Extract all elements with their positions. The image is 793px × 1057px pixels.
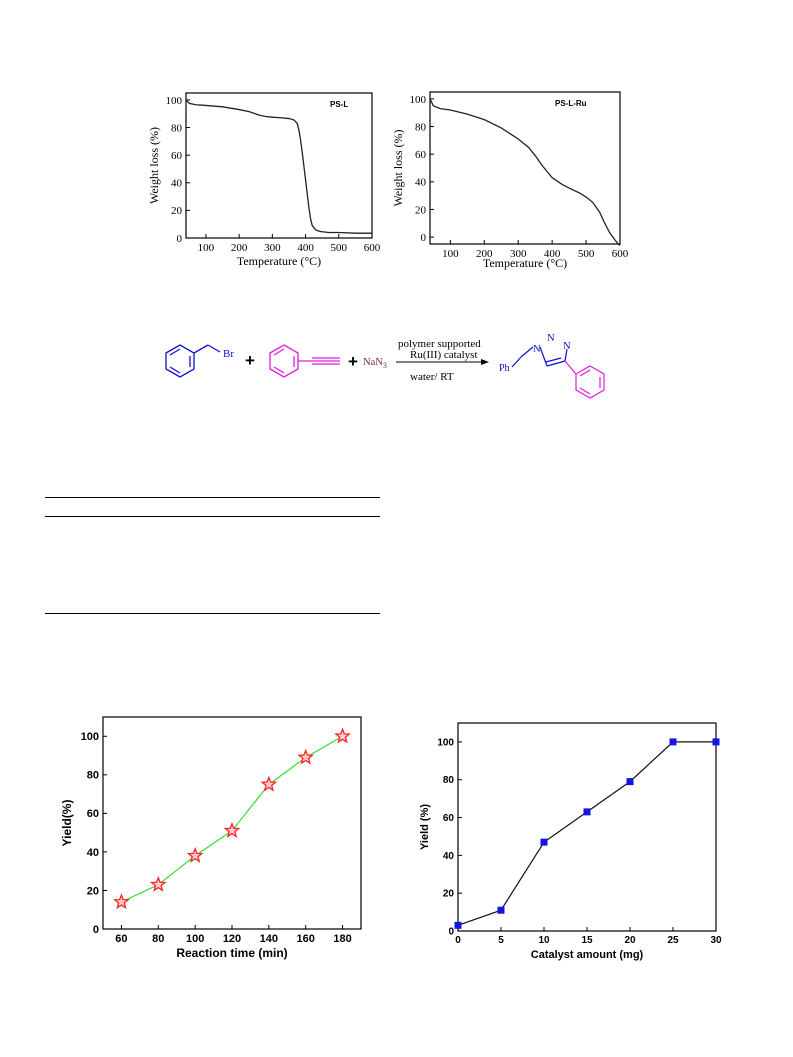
phenyl-label: Ph	[499, 363, 510, 374]
table-rule-header	[45, 516, 380, 517]
plus-sign-2: +	[348, 352, 358, 371]
sodium-azide-text: NaN	[363, 357, 383, 368]
product-structure	[511, 346, 605, 399]
bromine-label: Br	[223, 348, 234, 360]
triazole-n1-label: N	[533, 344, 541, 355]
triazole-n3-label: N	[563, 341, 571, 352]
condition-line-2: Ru(III) catalyst	[410, 349, 478, 361]
triazole-n2-label: N	[547, 333, 555, 344]
sodium-azide-label: NaN3	[363, 357, 387, 370]
plus-sign-1: +	[245, 351, 255, 370]
table-rule-bottom	[45, 613, 380, 614]
phenylacetylene-structure	[269, 344, 340, 378]
table-rule-top	[45, 497, 380, 498]
condition-line-1: polymer supported	[398, 338, 481, 350]
sodium-azide-subscript: 3	[383, 361, 387, 370]
benzyl-bromide-structure	[165, 344, 221, 378]
condition-line-3: water/ RT	[410, 371, 454, 383]
reaction-arrow	[396, 359, 489, 365]
